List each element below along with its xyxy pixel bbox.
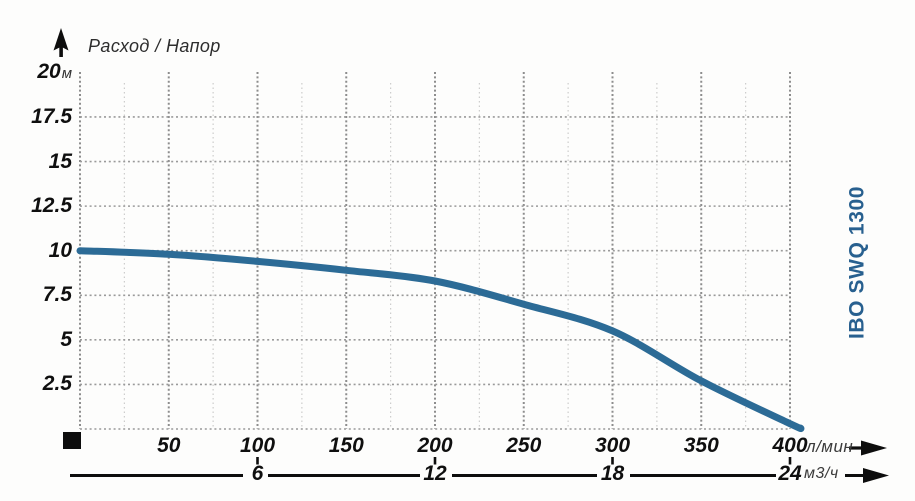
x-axis-label-250: 250 bbox=[506, 434, 542, 457]
brand-label: IBO SWQ 1300 bbox=[845, 185, 869, 340]
x-axis-label-300: 300 bbox=[594, 434, 631, 457]
flow-axis-arrow-icon bbox=[861, 440, 887, 456]
x2-axis-label-12: 12 bbox=[423, 462, 447, 485]
x-axis-label-100: 100 bbox=[239, 434, 276, 457]
y-axis-label-2-5: 2.5 bbox=[42, 372, 72, 395]
y-axis-label-20: 20м bbox=[0, 59, 72, 87]
pump-curve bbox=[76, 247, 805, 433]
grid-minor-lines bbox=[123, 83, 747, 429]
m3h-axis-arrow-icon bbox=[863, 468, 889, 483]
x2-axis-label-18: 18 bbox=[600, 462, 625, 485]
y-axis-label-10: 10 bbox=[48, 239, 72, 262]
y-axis-label-15: 15 bbox=[48, 150, 72, 173]
x-axis-label-150: 150 bbox=[328, 434, 364, 457]
flow-unit-label: л/мин bbox=[806, 437, 854, 456]
grid-horizontal-lines bbox=[80, 116, 790, 430]
m3h-axis-ticks bbox=[256, 457, 792, 465]
y-axis-label-20-value: 20 bbox=[37, 60, 61, 83]
m3h-unit-label: м3/ч bbox=[804, 465, 839, 482]
y-axis-arrow-icon bbox=[53, 28, 69, 57]
x2-axis-label-6: 6 bbox=[251, 462, 264, 485]
chart-title: Расход / Напор bbox=[88, 36, 221, 56]
y-axis-label-5: 5 bbox=[60, 328, 72, 351]
y-axis-label-7-5: 7.5 bbox=[42, 283, 72, 306]
y-axis-label-12-5: 12.5 bbox=[31, 194, 72, 217]
x-axis-label-350: 350 bbox=[683, 434, 719, 457]
x-axis-label-400: 400 bbox=[772, 434, 808, 457]
y-axis-unit-label: м bbox=[61, 65, 72, 82]
y-axis-label-17-5: 17.5 bbox=[31, 105, 72, 128]
x-axis-label-50: 50 bbox=[157, 434, 181, 457]
origin-marker bbox=[63, 432, 81, 449]
x2-axis-label-24: 24 bbox=[778, 462, 802, 485]
x-axis-label-200: 200 bbox=[417, 434, 453, 457]
